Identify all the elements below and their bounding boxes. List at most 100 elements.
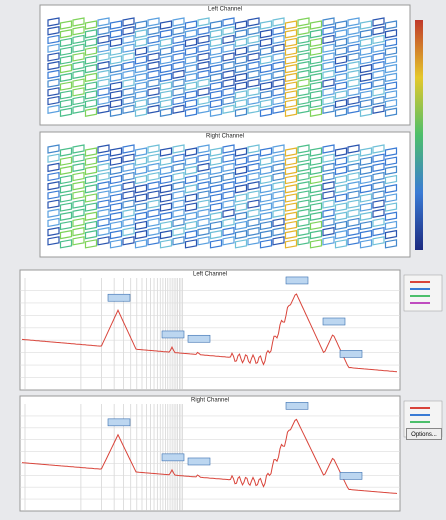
waterfall-slab (72, 104, 85, 114)
waterfall-slab (297, 78, 310, 88)
waterfall-slab (159, 20, 173, 30)
peak-marker-box (187, 457, 211, 466)
waterfall-slab (372, 199, 385, 209)
waterfall-slab (372, 95, 385, 106)
waterfall-slab (297, 34, 310, 45)
waterfall-slab (59, 107, 73, 117)
waterfall-slab (147, 181, 160, 191)
waterfall-slab (309, 193, 323, 203)
waterfall-slab (359, 184, 373, 194)
waterfall-slab (334, 229, 348, 240)
waterfall-slab (309, 29, 323, 39)
waterfall-slab (134, 165, 148, 176)
waterfall-slab (359, 55, 373, 65)
waterfall-slab (297, 17, 310, 27)
waterfall-slab (184, 211, 198, 221)
waterfall-slab (234, 20, 248, 30)
waterfall-slab (47, 69, 60, 80)
waterfall-slab (309, 184, 323, 194)
waterfall-slab (359, 107, 373, 117)
waterfall-slab (159, 29, 173, 39)
waterfall-slab (322, 34, 335, 45)
waterfall-slab (197, 17, 210, 27)
waterfall-slab (309, 63, 323, 74)
waterfall-slab (284, 20, 298, 30)
waterfall-slab (234, 220, 248, 231)
waterfall-slab (97, 17, 110, 27)
waterfall-slab (334, 239, 348, 249)
waterfall-slab (247, 190, 260, 200)
waterfall-slab (372, 190, 385, 200)
waterfall-slab (334, 46, 348, 56)
waterfall-slab (72, 208, 85, 218)
waterfall-slab (84, 147, 98, 157)
waterfall-slab (147, 144, 160, 154)
waterfall-slab (122, 95, 135, 106)
waterfall-slab (222, 95, 235, 106)
waterfall-slab (272, 190, 285, 200)
waterfall-slab (347, 26, 360, 36)
waterfall-slab (222, 87, 235, 97)
waterfall-slab (209, 220, 223, 231)
waterfall-slab (222, 190, 235, 200)
waterfall-slab (359, 63, 373, 74)
waterfall-slab (222, 26, 235, 36)
waterfall-slab (259, 147, 273, 157)
waterfall-slab (222, 171, 235, 182)
waterfall-slab (259, 63, 273, 74)
waterfall-slab (247, 104, 260, 114)
waterfall-slab (72, 199, 85, 209)
waterfall-slab (359, 174, 373, 185)
waterfall-slab (147, 26, 160, 36)
waterfall-slab (222, 181, 235, 191)
waterfall-slab (47, 87, 60, 97)
waterfall-slab (284, 220, 298, 231)
waterfall-slab (184, 37, 198, 48)
waterfall-slab (209, 72, 223, 83)
waterfall-slab (159, 229, 173, 240)
waterfall-slab (372, 171, 385, 182)
waterfall-slab (109, 55, 123, 65)
waterfall-slab (122, 144, 135, 154)
waterfall-slab (172, 208, 185, 218)
waterfall-slab (109, 46, 123, 56)
waterfall-slab (347, 199, 360, 209)
waterfall-slab (347, 181, 360, 191)
waterfall-slab (84, 202, 98, 212)
waterfall-slab (259, 174, 273, 185)
waterfall-slab (234, 107, 248, 117)
waterfall-slab (372, 69, 385, 80)
options-button[interactable]: Options... (406, 428, 442, 440)
waterfall-slab (109, 81, 123, 91)
waterfall-slab (297, 181, 310, 191)
waterfall-slab (297, 153, 310, 163)
waterfall-slab (84, 184, 98, 194)
waterfall-slab (184, 29, 198, 39)
peak-marker-box (161, 453, 185, 462)
waterfall-slab (72, 52, 85, 62)
waterfall-slab (234, 184, 248, 194)
waterfall-slab (159, 211, 173, 221)
waterfall-slab (322, 144, 335, 154)
waterfall-slab (209, 202, 223, 212)
waterfall-slab (209, 55, 223, 65)
waterfall-slab (334, 165, 348, 176)
waterfall-slab (297, 26, 310, 36)
waterfall-slab (159, 98, 173, 109)
waterfall-slab (172, 181, 185, 191)
waterfall-slab (134, 107, 148, 117)
waterfall-slab (297, 52, 310, 62)
waterfall-slab (359, 72, 373, 83)
waterfall-slab (272, 78, 285, 88)
waterfall-slab (209, 29, 223, 39)
waterfall-slab (309, 239, 323, 249)
waterfall-slab (122, 104, 135, 114)
waterfall-slab (309, 55, 323, 65)
waterfall-slab (272, 162, 285, 173)
waterfall-slab (359, 98, 373, 109)
waterfall-slab (59, 174, 73, 185)
waterfall-slab (47, 95, 60, 106)
waterfall-slab (209, 90, 223, 100)
waterfall-slab (322, 87, 335, 97)
waterfall-slab (334, 147, 348, 157)
